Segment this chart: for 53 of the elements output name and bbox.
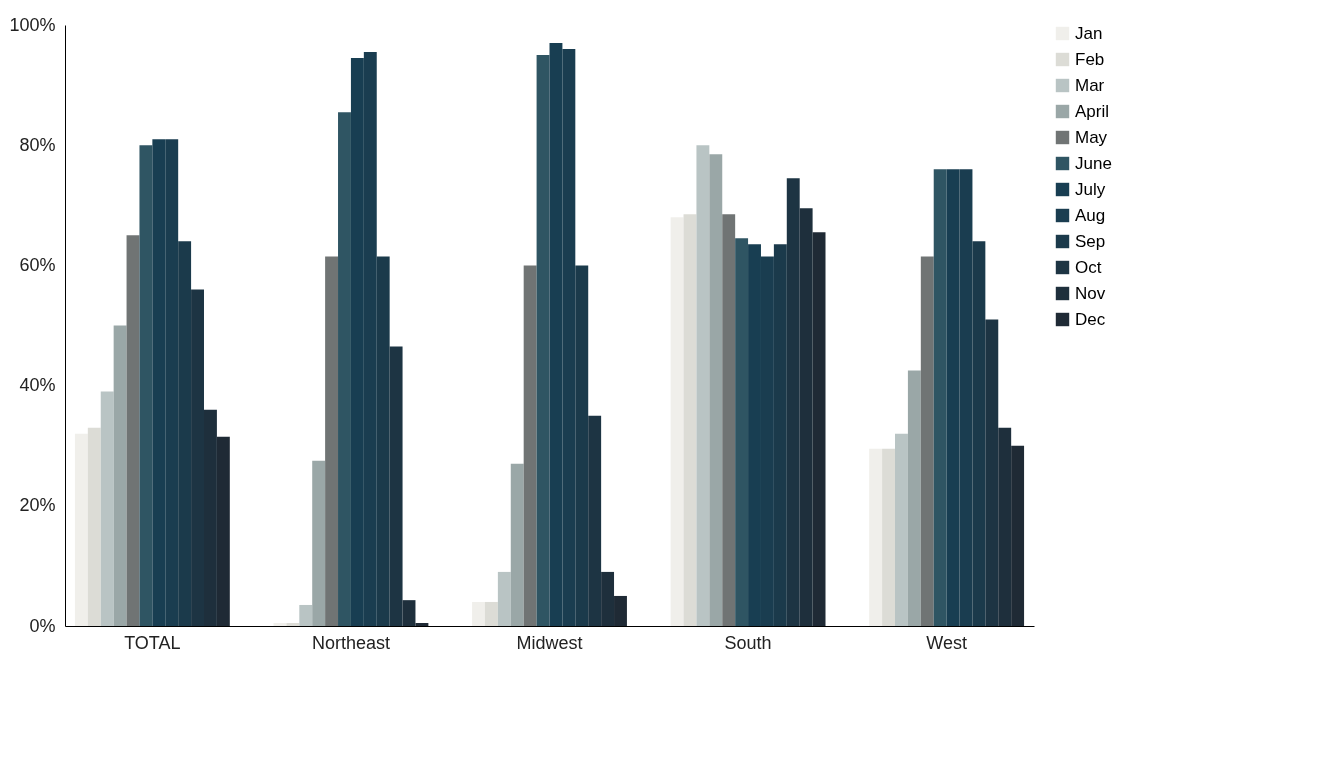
x-tick-label: South xyxy=(724,632,772,653)
bar xyxy=(87,427,101,626)
x-tick-label: Northeast xyxy=(311,632,390,653)
bar xyxy=(273,623,287,626)
y-tick-label: 100% xyxy=(9,14,56,35)
y-tick-label: 0% xyxy=(29,615,56,636)
bar xyxy=(920,256,934,626)
bar xyxy=(735,238,749,626)
legend-label: June xyxy=(1075,153,1112,173)
legend-label: July xyxy=(1075,179,1106,199)
y-tick-label: 40% xyxy=(19,375,56,396)
bar xyxy=(325,256,339,626)
legend-label: April xyxy=(1075,101,1110,121)
legend-label: Feb xyxy=(1075,49,1105,69)
bar xyxy=(472,601,485,626)
y-tick-label: 80% xyxy=(19,134,56,155)
bar xyxy=(312,460,326,626)
legend-label: Aug xyxy=(1075,205,1106,225)
bar xyxy=(722,214,736,626)
bar xyxy=(299,604,313,626)
legend-label: Oct xyxy=(1075,257,1102,277)
legend-label: Jan xyxy=(1075,23,1103,43)
legend-label: Mar xyxy=(1075,75,1105,95)
bar xyxy=(523,265,537,626)
bar xyxy=(139,145,153,626)
x-tick-label: TOTAL xyxy=(124,632,181,653)
legend-label: Sep xyxy=(1075,231,1106,251)
bar xyxy=(536,55,550,626)
x-tick-label: Midwest xyxy=(516,632,583,653)
bar xyxy=(74,433,88,626)
bar xyxy=(683,214,697,626)
y-tick-label: 60% xyxy=(19,254,56,275)
bar xyxy=(100,391,114,626)
bar xyxy=(497,571,511,626)
x-tick-label: West xyxy=(926,632,967,653)
bar xyxy=(933,169,947,626)
bar xyxy=(126,235,140,626)
bar xyxy=(286,623,300,626)
bar xyxy=(338,112,351,626)
bar xyxy=(670,217,684,626)
bar xyxy=(510,463,524,626)
bar xyxy=(895,433,908,626)
legend-label: May xyxy=(1075,127,1108,147)
bar xyxy=(869,448,883,626)
bar xyxy=(696,145,710,626)
legend-label: Dec xyxy=(1075,309,1106,329)
bar xyxy=(907,370,921,626)
bar xyxy=(882,448,895,626)
bar xyxy=(113,325,127,626)
y-tick-label: 20% xyxy=(19,495,56,516)
bar xyxy=(484,601,498,626)
bar xyxy=(709,154,723,626)
legend-label: Nov xyxy=(1075,283,1106,303)
